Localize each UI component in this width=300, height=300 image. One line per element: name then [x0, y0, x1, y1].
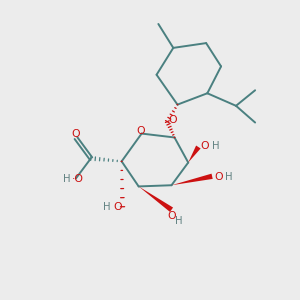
- Polygon shape: [188, 146, 201, 163]
- Text: ·O: ·O: [72, 174, 84, 184]
- Text: O: O: [201, 141, 209, 152]
- Text: H: H: [63, 174, 70, 184]
- Text: O: O: [113, 202, 122, 212]
- Text: H: H: [103, 202, 111, 212]
- Text: H: H: [212, 141, 219, 152]
- Text: H: H: [175, 216, 183, 226]
- Polygon shape: [139, 186, 173, 212]
- Text: O: O: [168, 116, 177, 125]
- Text: O: O: [71, 129, 80, 139]
- Text: O: O: [137, 126, 146, 136]
- Polygon shape: [172, 174, 213, 185]
- Text: O: O: [214, 172, 223, 182]
- Text: O: O: [167, 211, 176, 221]
- Text: H: H: [225, 172, 232, 182]
